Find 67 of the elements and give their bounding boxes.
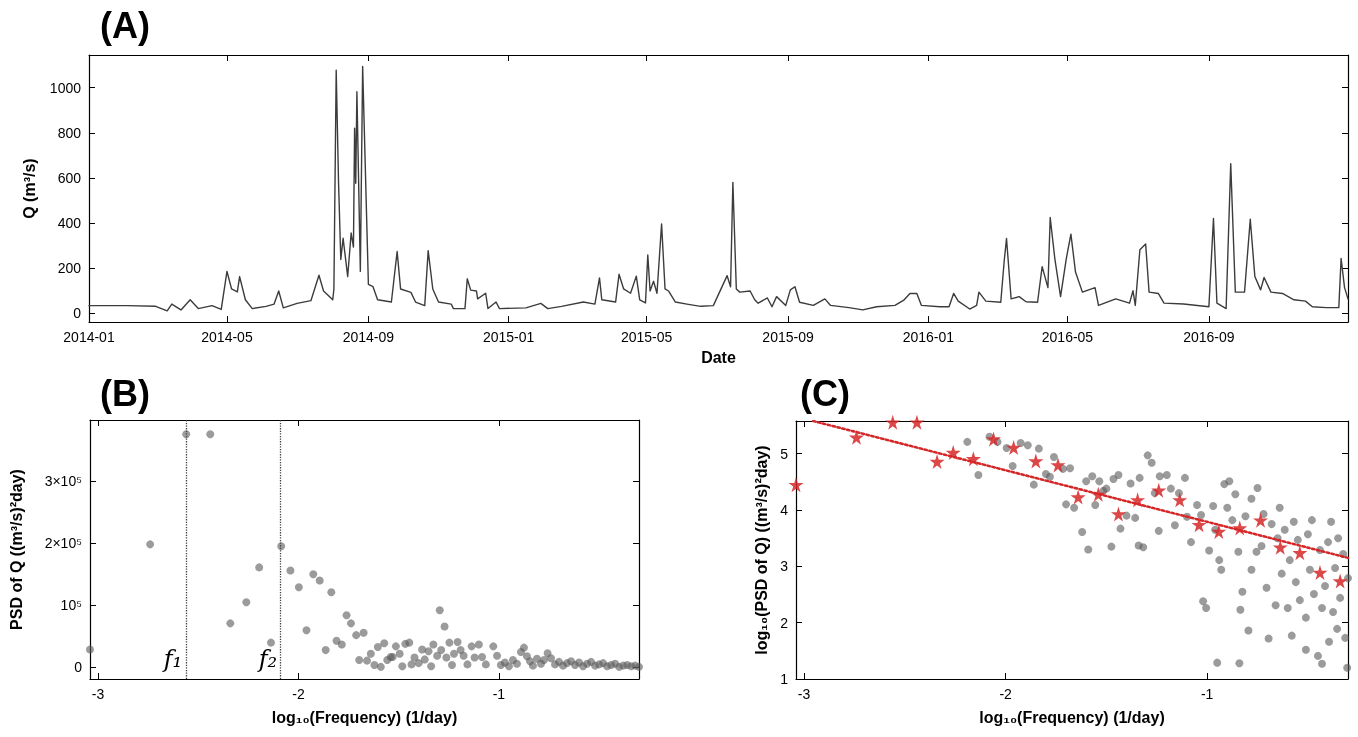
y-tick-label: 3×10⁵ xyxy=(44,472,82,489)
x-tick-label: 2015-01 xyxy=(482,329,535,346)
x-axis-title: Date xyxy=(701,348,736,366)
point xyxy=(1272,539,1288,555)
x-tick-label: 2016-09 xyxy=(1183,329,1235,346)
x-tick-label: -1 xyxy=(1200,686,1214,702)
point xyxy=(1130,492,1146,508)
point xyxy=(1050,457,1066,473)
y-tick-label: 2 xyxy=(780,614,789,631)
y-tick-label: 800 xyxy=(57,124,82,141)
y-tick-label: 400 xyxy=(57,214,82,231)
x-tick-label: -3 xyxy=(797,686,811,702)
y-axis-title: log₁₀(PSD of Q) ((m³/s)²day) xyxy=(752,445,770,655)
point xyxy=(929,454,945,470)
point xyxy=(1332,573,1348,589)
y-tick-label: 1000 xyxy=(49,79,82,96)
x-tick-label: 2016-05 xyxy=(1041,329,1094,346)
y-tick-label: 4 xyxy=(780,502,789,518)
chart-title: (A) xyxy=(100,4,150,46)
x-tick-label: 2015-05 xyxy=(620,329,673,346)
point xyxy=(848,429,864,445)
point xyxy=(1232,520,1248,536)
point xyxy=(1151,482,1167,498)
x-tick-label: 2014-01 xyxy=(63,329,115,346)
y-tick-label: 10⁵ xyxy=(60,597,82,614)
x-axis-title: log₁₀(Frequency) (1/day) xyxy=(271,708,458,726)
point xyxy=(885,414,901,430)
line-series xyxy=(88,65,1349,312)
y-tick-label: 3 xyxy=(780,558,789,575)
y-tick-label: 600 xyxy=(57,169,82,186)
y-axis-title: Q (m³/s) xyxy=(20,158,38,219)
x-tick-label: -2 xyxy=(999,686,1013,702)
y-tick-label: 5 xyxy=(780,445,789,462)
annotation: f₂ xyxy=(256,645,278,674)
point xyxy=(1211,523,1227,539)
x-tick-label: -1 xyxy=(492,686,506,702)
x-tick-label: 2014-09 xyxy=(342,329,395,346)
y-tick-label: 200 xyxy=(57,260,82,276)
point xyxy=(1070,489,1086,505)
y-tick-label: 0 xyxy=(73,305,82,322)
point xyxy=(1110,506,1126,522)
point xyxy=(1028,453,1044,469)
x-axis-title: log₁₀(Frequency) (1/day) xyxy=(979,708,1165,726)
point xyxy=(1191,517,1207,533)
y-tick-label: 1 xyxy=(780,671,789,687)
point xyxy=(1292,545,1308,561)
point xyxy=(1172,492,1188,508)
chart-title: (C) xyxy=(800,372,850,414)
y-tick-label: 2×10⁵ xyxy=(44,535,82,552)
point xyxy=(1253,512,1269,528)
x-tick-label: -2 xyxy=(292,686,305,702)
point xyxy=(1006,439,1022,455)
point xyxy=(788,477,804,493)
y-tick-label: 0 xyxy=(74,659,83,676)
point xyxy=(965,451,981,467)
point xyxy=(986,431,1001,447)
point xyxy=(1090,486,1106,502)
x-tick-label: -3 xyxy=(91,686,105,702)
point xyxy=(1312,565,1328,581)
point xyxy=(909,414,925,430)
x-tick-label: 2016-01 xyxy=(902,329,955,346)
chart-title: (B) xyxy=(100,372,150,414)
y-axis-title: PSD of Q ((m³/s)²day) xyxy=(7,469,25,630)
point xyxy=(945,445,961,461)
x-tick-label: 2015-09 xyxy=(762,329,814,346)
annotation: f₁ xyxy=(161,645,183,674)
x-tick-label: 2014-05 xyxy=(201,329,253,346)
